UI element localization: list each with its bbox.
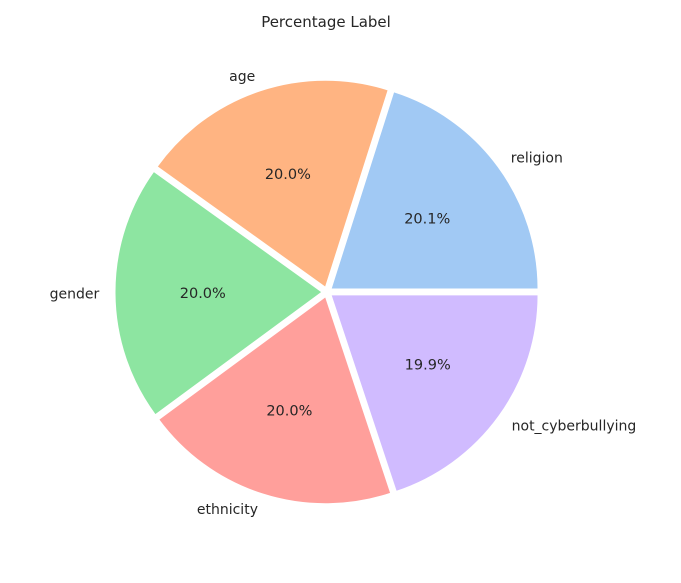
pie-slice-age — [156, 79, 389, 289]
percentage-labels: 20.1% 20.0% 20.0% 20.0% 19.9% — [180, 167, 451, 419]
pct-label-gender: 20.0% — [180, 286, 226, 302]
pie-slice-ethnicity — [158, 295, 392, 505]
slice-labels: religion age gender ethnicity not_cyberbully… — [50, 69, 637, 518]
pie-slice-gender — [114, 170, 323, 416]
pct-label-religion: 20.1% — [404, 212, 450, 228]
slice-label-age: age — [229, 69, 255, 85]
slice-label-not-cyberbullying: not_cyberbullying — [512, 418, 637, 434]
pie-slices — [114, 79, 539, 505]
slice-label-gender: gender — [50, 286, 100, 302]
pct-label-age: 20.0% — [265, 167, 311, 183]
pct-label-ethnicity: 20.0% — [266, 403, 312, 419]
chart-title: Percentage Label — [261, 13, 391, 31]
pct-label-not-cyberbullying: 19.9% — [405, 358, 451, 374]
slice-label-ethnicity: ethnicity — [197, 502, 258, 518]
pie-slice-not-cyberbullying — [330, 294, 539, 493]
pie-slice-religion — [330, 91, 539, 290]
slice-label-religion: religion — [511, 151, 563, 167]
